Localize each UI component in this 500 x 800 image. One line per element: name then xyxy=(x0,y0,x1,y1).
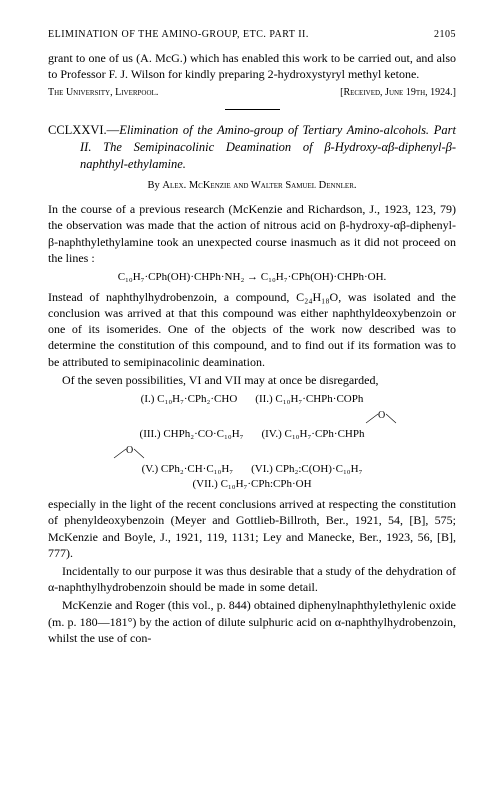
struct-2: (II.) C₁₀H₇·CHPh·COPh xyxy=(255,392,363,407)
svg-text:O: O xyxy=(378,410,385,421)
received-date: [Received, June 19th, 1924.] xyxy=(340,86,456,100)
article-number: CCLXXVI.— xyxy=(48,123,119,137)
struct-7: (VII.) C₁₀H₇·CPh:CPh·OH xyxy=(192,477,311,492)
struct-4: (IV.) C₁₀H₇·CPh·CHPh xyxy=(261,427,364,442)
epoxide-bridge-icon: O xyxy=(110,443,146,461)
equation-arrow: → xyxy=(244,271,261,283)
article-title-text: Elimination of the Amino-group of Tertia… xyxy=(80,123,456,171)
paragraph-6: McKenzie and Roger (this vol., p. 844) o… xyxy=(48,597,456,646)
struct-row-3: (V.) CPh₂·CH·C₁₀H₇ (VI.) CPh₂:C(OH)·C₁₀H… xyxy=(48,462,456,477)
paragraph-5: Incidentally to our purpose it was thus … xyxy=(48,563,456,595)
equation-left: C₁₀H₇·CPh(OH)·CHPh·NH₂ xyxy=(118,271,245,283)
struct-row-1: (I.) C₁₀H₇·CPh₂·CHO (II.) C₁₀H₇·CHPh·COP… xyxy=(48,392,456,407)
struct-ox-4: O xyxy=(48,408,456,426)
carryover-paragraph: grant to one of us (A. McG.) which has e… xyxy=(48,50,456,82)
struct-5: (V.) CPh₂·CH·C₁₀H₇ xyxy=(142,462,234,477)
affiliation-line: The University, Liverpool. [Received, Ju… xyxy=(48,86,456,100)
byline-by: By xyxy=(148,180,163,191)
running-head: ELIMINATION OF THE AMINO-GROUP, ETC. PAR… xyxy=(48,28,456,42)
struct-row-2: (III.) CHPh₂·CO·C₁₀H₇ (IV.) C₁₀H₇·CPh·CH… xyxy=(48,427,456,442)
article-title: CCLXXVI.—Elimination of the Amino-group … xyxy=(48,122,456,173)
epoxide-bridge-icon: O xyxy=(362,408,398,426)
struct-3: (III.) CHPh₂·CO·C₁₀H₇ xyxy=(140,427,244,442)
byline: By Alex. McKenzie and Walter Samuel Denn… xyxy=(48,179,456,193)
svg-text:O: O xyxy=(126,445,133,456)
page: ELIMINATION OF THE AMINO-GROUP, ETC. PAR… xyxy=(0,0,500,668)
affiliation: The University, Liverpool. xyxy=(48,86,158,100)
struct-ox-5: O xyxy=(48,443,456,461)
equation-right: C₁₀H₇·CPh(OH)·CHPh·OH. xyxy=(261,271,386,283)
paragraph-3: Of the seven possibilities, VI and VII m… xyxy=(48,372,456,388)
section-rule xyxy=(225,109,280,110)
paragraph-4: especially in the light of the recent co… xyxy=(48,496,456,561)
structure-list: (I.) C₁₀H₇·CPh₂·CHO (II.) C₁₀H₇·CHPh·COP… xyxy=(48,392,456,492)
struct-1: (I.) C₁₀H₇·CPh₂·CHO xyxy=(141,392,238,407)
paragraph-1: In the course of a previous research (Mc… xyxy=(48,201,456,266)
struct-row-4: (VII.) C₁₀H₇·CPh:CPh·OH xyxy=(48,477,456,492)
struct-6: (VI.) CPh₂:C(OH)·C₁₀H₇ xyxy=(251,462,362,477)
running-head-left: ELIMINATION OF THE AMINO-GROUP, ETC. PAR… xyxy=(48,28,309,42)
page-number: 2105 xyxy=(434,28,456,42)
byline-authors: Alex. McKenzie and Walter Samuel Dennler… xyxy=(162,180,356,191)
paragraph-2: Instead of naphthylhydrobenzoin, a compo… xyxy=(48,289,456,370)
equation: C₁₀H₇·CPh(OH)·CHPh·NH₂ → C₁₀H₇·CPh(OH)·C… xyxy=(48,270,456,285)
